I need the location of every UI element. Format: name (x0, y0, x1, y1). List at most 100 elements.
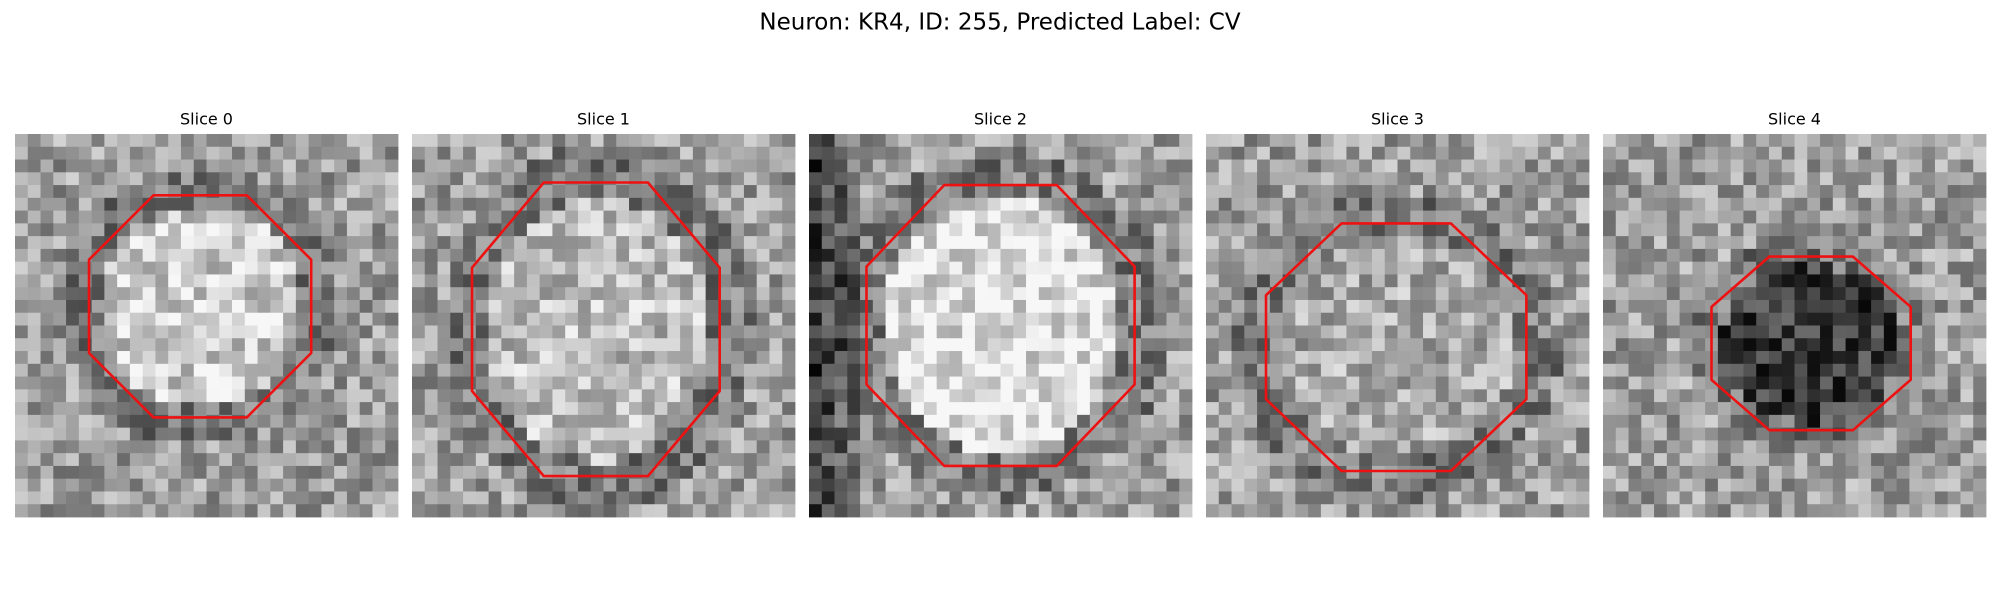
pixel (424, 172, 438, 186)
pixel (1333, 197, 1347, 211)
pixel (1845, 287, 1859, 301)
pixel (1038, 504, 1052, 518)
pixel (1628, 491, 1642, 505)
pixel (667, 504, 681, 518)
pixel (1179, 210, 1193, 224)
pixel (1218, 299, 1232, 314)
pixel (565, 287, 579, 301)
pixel (385, 185, 399, 199)
pixel (974, 376, 989, 390)
pixel (475, 376, 489, 390)
pixel (1563, 427, 1577, 441)
pixel (539, 159, 553, 173)
pixel (1384, 427, 1398, 441)
pixel (987, 134, 1001, 148)
pixel (1692, 402, 1706, 416)
pixel (142, 248, 156, 263)
pixel (270, 287, 284, 301)
pixel (168, 363, 182, 377)
panel-title: Slice 1 (577, 110, 630, 129)
pixel (27, 402, 41, 416)
pixel (552, 146, 566, 160)
pixel (1026, 172, 1040, 186)
pixel (117, 287, 131, 301)
pixel (1064, 338, 1078, 352)
pixel (1064, 197, 1078, 211)
pixel (1423, 478, 1437, 492)
pixel (1512, 134, 1526, 148)
pixel (1474, 427, 1488, 441)
pixel (244, 197, 258, 211)
pixel (104, 274, 118, 288)
pixel (1794, 351, 1808, 365)
pixel (1461, 351, 1475, 365)
pixel (641, 210, 655, 224)
pixel (27, 504, 41, 518)
pixel (552, 159, 566, 173)
pixel (1474, 146, 1488, 160)
pixel (577, 440, 592, 454)
pixel (1717, 504, 1732, 518)
pixel (923, 236, 938, 250)
pixel (295, 363, 310, 377)
pixel (1410, 312, 1424, 326)
pixel (193, 236, 207, 250)
pixel (412, 134, 426, 148)
pixel (1231, 491, 1245, 505)
pixel (142, 146, 156, 160)
pixel (463, 172, 477, 186)
pixel (743, 299, 758, 314)
pixel (1359, 504, 1373, 518)
pixel (1231, 414, 1245, 429)
pixel (1756, 351, 1770, 365)
pixel (257, 159, 271, 173)
pixel (1077, 478, 1091, 492)
pixel (1410, 287, 1424, 301)
pixel (1282, 325, 1296, 339)
pixel (769, 210, 783, 224)
pixel (155, 312, 169, 326)
pixel (1679, 427, 1693, 441)
pixel (1781, 351, 1795, 365)
pixel (257, 491, 271, 505)
pixel (1359, 312, 1373, 326)
pixel (731, 363, 745, 377)
pixel (1384, 389, 1398, 403)
pixel (308, 236, 322, 250)
pixel (1794, 299, 1808, 314)
pixel (821, 261, 835, 275)
pixel (295, 299, 310, 314)
pixel (539, 274, 553, 288)
pixel (974, 197, 989, 211)
pixel (1654, 134, 1668, 148)
pixel (1064, 440, 1078, 454)
pixel (1384, 478, 1398, 492)
pixel (718, 402, 732, 416)
pixel (1794, 146, 1808, 160)
pixel (565, 236, 579, 250)
pixel (1922, 325, 1936, 339)
pixel (1576, 287, 1590, 301)
pixel (680, 389, 694, 403)
pixel (270, 465, 284, 480)
pixel (1743, 453, 1757, 467)
pixel (1038, 172, 1052, 186)
pixel (346, 351, 361, 365)
pixel (180, 134, 195, 148)
pixel (1115, 223, 1129, 237)
pixel (1550, 312, 1564, 326)
pixel (1089, 465, 1104, 480)
pixel (295, 440, 310, 454)
pixel (193, 299, 207, 314)
pixel (244, 172, 258, 186)
pixel (1038, 351, 1052, 365)
pixel (821, 159, 835, 173)
pixel (1525, 159, 1539, 173)
pixel (78, 453, 92, 467)
pixel (1692, 312, 1706, 326)
pixel (1089, 197, 1104, 211)
pixel (974, 351, 989, 365)
pixel (66, 389, 80, 403)
pixel (1679, 185, 1693, 199)
pixel (308, 223, 322, 237)
